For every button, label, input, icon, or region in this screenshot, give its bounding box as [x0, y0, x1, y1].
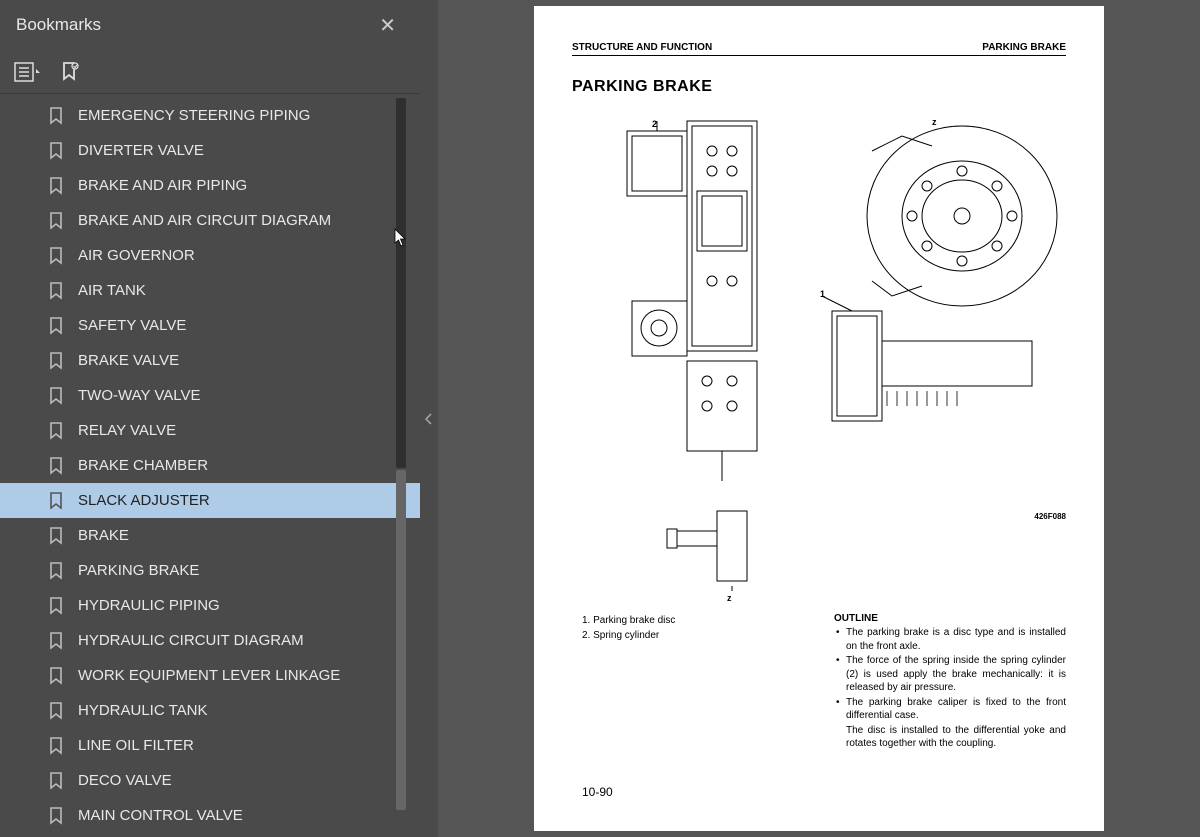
page-running-header: STRUCTURE AND FUNCTION PARKING BRAKE	[572, 42, 1066, 56]
bookmark-ribbon-icon[interactable]	[60, 61, 80, 83]
bookmark-item[interactable]: SLACK ADJUSTER	[0, 483, 420, 518]
bookmark-item[interactable]: WORK EQUIPMENT LEVER LINKAGE	[0, 658, 420, 693]
page-title: PARKING BRAKE	[572, 78, 712, 96]
bookmark-label: DECO VALVE	[78, 772, 172, 789]
bookmarks-header: Bookmarks ✕	[0, 0, 420, 50]
callout-1: 1	[820, 289, 825, 299]
bookmark-label: BRAKE CHAMBER	[78, 457, 208, 474]
outline-item: The parking brake is a disc type and is …	[834, 626, 1066, 653]
bookmark-icon	[48, 247, 64, 265]
legend-item: 2. Spring cylinder	[582, 628, 675, 643]
bookmark-list[interactable]: EMERGENCY STEERING PIPING DIVERTER VALVE B…	[0, 94, 420, 837]
bookmark-label: SAFETY VALVE	[78, 317, 186, 334]
bookmark-icon	[48, 737, 64, 755]
bookmark-label: BRAKE	[78, 527, 129, 544]
bookmark-label: SLACK ADJUSTER	[78, 492, 210, 509]
document-viewport[interactable]: STRUCTURE AND FUNCTION PARKING BRAKE PAR…	[438, 0, 1200, 837]
bookmark-label: AIR GOVERNOR	[78, 247, 195, 264]
bookmark-item[interactable]: BRAKE VALVE	[0, 343, 420, 378]
outline-item: The force of the spring inside the sprin…	[834, 654, 1066, 695]
bookmark-label: HYDRAULIC TANK	[78, 702, 207, 719]
bookmark-label: HYDRAULIC PIPING	[78, 597, 220, 614]
bookmark-icon	[48, 562, 64, 580]
bookmark-item[interactable]: TWO-WAY VALVE	[0, 378, 420, 413]
callout-z-top: z	[932, 117, 937, 127]
legend-item: 1. Parking brake disc	[582, 613, 675, 628]
bookmark-label: RELAY VALVE	[78, 422, 176, 439]
bookmark-item[interactable]: DECO VALVE	[0, 763, 420, 798]
scrollbar-track[interactable]	[396, 470, 406, 810]
bookmark-icon	[48, 177, 64, 195]
bookmarks-panel: Bookmarks ✕ EMERGENCY STEERING PIPING DIV…	[0, 0, 420, 837]
bookmark-icon	[48, 212, 64, 230]
bookmark-label: AIR TANK	[78, 282, 146, 299]
panel-collapse-handle[interactable]	[420, 0, 438, 837]
bookmark-label: LINE OIL FILTER	[78, 737, 194, 754]
bookmark-item[interactable]: HYDRAULIC TANK	[0, 693, 420, 728]
bookmark-icon	[48, 807, 64, 825]
bookmark-icon	[48, 457, 64, 475]
bookmark-item[interactable]: BRAKE	[0, 518, 420, 553]
bookmark-label: BRAKE AND AIR PIPING	[78, 177, 247, 194]
figure-code: 426F088	[1034, 512, 1066, 521]
bookmark-icon	[48, 352, 64, 370]
bookmark-icon	[48, 387, 64, 405]
bookmarks-title: Bookmarks	[16, 15, 101, 35]
bookmark-item[interactable]: SAFETY VALVE	[0, 308, 420, 343]
outline-heading: OUTLINE	[834, 613, 1066, 624]
bookmark-icon	[48, 772, 64, 790]
close-icon[interactable]: ✕	[371, 9, 404, 42]
bookmark-label: HYDRAULIC CIRCUIT DIAGRAM	[78, 632, 304, 649]
bookmark-item[interactable]: RELAY VALVE	[0, 413, 420, 448]
bookmark-label: EMERGENCY STEERING PIPING	[78, 107, 310, 124]
bookmark-item[interactable]: LINE OIL FILTER	[0, 728, 420, 763]
outline-item: The parking brake caliper is fixed to th…	[834, 696, 1066, 723]
bookmark-label: BRAKE AND AIR CIRCUIT DIAGRAM	[78, 212, 331, 229]
pdf-page: STRUCTURE AND FUNCTION PARKING BRAKE PAR…	[534, 6, 1104, 831]
bookmarks-toolbar	[0, 50, 420, 94]
header-right: PARKING BRAKE	[982, 42, 1066, 53]
page-number: 10-90	[582, 785, 613, 799]
bookmark-icon	[48, 317, 64, 335]
bookmark-label: PARKING BRAKE	[78, 562, 199, 579]
bookmark-icon	[48, 632, 64, 650]
bookmark-icon	[48, 282, 64, 300]
bookmark-icon	[48, 142, 64, 160]
bookmark-item[interactable]: MAIN CONTROL VALVE	[0, 798, 420, 833]
bookmark-item[interactable]: BRAKE AND AIR PIPING	[0, 168, 420, 203]
bookmark-icon	[48, 492, 64, 510]
bookmark-icon	[48, 527, 64, 545]
bookmark-item[interactable]: PARKING BRAKE	[0, 553, 420, 588]
technical-diagram: 2 z 1 z 426F088	[572, 111, 1066, 591]
bookmark-label: DIVERTER VALVE	[78, 142, 204, 159]
bookmark-item[interactable]: BRAKE AND AIR CIRCUIT DIAGRAM	[0, 203, 420, 238]
bookmark-label: BRAKE VALVE	[78, 352, 179, 369]
bookmark-icon	[48, 597, 64, 615]
figure-legend: 1. Parking brake disc 2. Spring cylinder	[582, 613, 675, 643]
bookmark-label: TWO-WAY VALVE	[78, 387, 201, 404]
bookmark-icon	[48, 422, 64, 440]
bookmark-icon	[48, 667, 64, 685]
bookmark-item[interactable]: BRAKE CHAMBER	[0, 448, 420, 483]
bookmark-icon	[48, 702, 64, 720]
callout-z-bottom: z	[727, 593, 732, 603]
bookmark-item[interactable]: AIR TANK	[0, 273, 420, 308]
bookmark-item[interactable]: HYDRAULIC PIPING	[0, 588, 420, 623]
callout-2: 2	[652, 119, 657, 129]
outline-section: OUTLINE The parking brake is a disc type…	[834, 613, 1066, 752]
bookmark-label: MAIN CONTROL VALVE	[78, 807, 243, 824]
bookmarks-options-icon[interactable]	[14, 62, 42, 82]
bookmark-label: WORK EQUIPMENT LEVER LINKAGE	[78, 667, 340, 684]
bookmark-icon	[48, 107, 64, 125]
bookmark-item[interactable]: EMERGENCY STEERING PIPING	[0, 98, 420, 133]
header-left: STRUCTURE AND FUNCTION	[572, 42, 712, 53]
bookmark-item[interactable]: AIR GOVERNOR	[0, 238, 420, 273]
bookmark-item[interactable]: DIVERTER VALVE	[0, 133, 420, 168]
bookmark-item[interactable]: HYDRAULIC CIRCUIT DIAGRAM	[0, 623, 420, 658]
outline-item: The disc is installed to the differentia…	[834, 724, 1066, 751]
scrollbar-thumb[interactable]	[396, 98, 406, 468]
